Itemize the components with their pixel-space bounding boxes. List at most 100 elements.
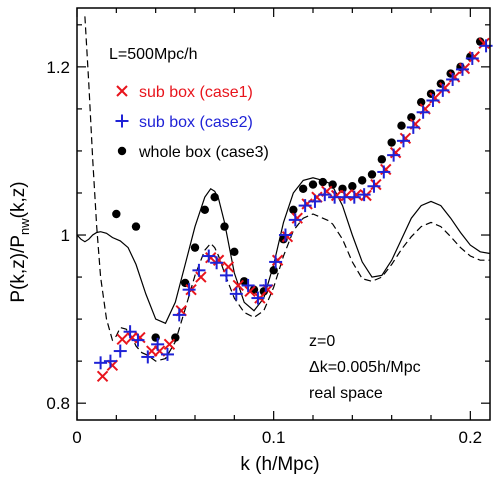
- legend-label-case1: sub box (case1): [139, 84, 253, 101]
- legend-x-marker: [116, 85, 128, 97]
- case3-point: [289, 205, 298, 214]
- y-axis-title-tail: (k,z): [8, 181, 29, 218]
- case3-point: [318, 177, 328, 187]
- x-tick-label: 0: [72, 428, 81, 447]
- case3-point: [230, 247, 239, 257]
- case1-point: [163, 338, 176, 351]
- marker-stroke: [370, 178, 382, 191]
- case2-point: [172, 308, 186, 322]
- case2-point: [367, 179, 381, 193]
- marker-stroke: [116, 333, 128, 345]
- case1-point: [468, 51, 480, 63]
- bin-width-label: Δk=0.005h/Mpc: [309, 359, 421, 376]
- case3-point: [112, 209, 121, 219]
- legend-label-case3: whole box (case3): [138, 144, 269, 161]
- marker-stroke: [281, 230, 294, 243]
- solid-theory-curve: [76, 177, 491, 325]
- case2-point: [416, 105, 430, 119]
- box-size-label: L=500Mpc/h: [109, 46, 198, 63]
- case2-point: [308, 194, 322, 208]
- case2-point: [131, 333, 145, 347]
- y-axis-title-sub: nw: [17, 218, 32, 235]
- marker-stroke: [244, 285, 256, 298]
- marker-stroke: [271, 254, 284, 266]
- y-axis-title: P(k,z)/Pnw(k,z): [8, 181, 32, 302]
- marker-stroke: [163, 338, 176, 351]
- case2-point: [160, 347, 174, 361]
- case2-point: [229, 287, 243, 301]
- case2-point: [426, 93, 440, 107]
- marker-stroke: [291, 212, 303, 224]
- case3-point: [367, 170, 377, 179]
- case2-point: [318, 188, 332, 202]
- series-case2-points: [94, 39, 493, 370]
- case3-point: [377, 155, 387, 164]
- case3-point: [200, 205, 210, 214]
- marker-stroke: [96, 370, 109, 382]
- legend-marker-case3: [117, 146, 127, 156]
- dashed-theory-curve: [84, 16, 490, 362]
- case3-point: [190, 243, 200, 252]
- case3-point: [407, 113, 416, 122]
- legend: sub box (case1) sub box (case2) whole bo…: [115, 84, 269, 161]
- dashed-curve-line: [84, 16, 490, 362]
- marker-stroke: [232, 279, 244, 292]
- case2-point: [387, 148, 401, 162]
- case2-point: [151, 337, 165, 351]
- marker-stroke: [153, 345, 166, 357]
- case1-point: [244, 285, 256, 298]
- case3-point: [210, 192, 219, 202]
- case1-point: [370, 178, 382, 191]
- y-tick-label: 0.8: [46, 394, 70, 413]
- case3-point: [131, 222, 141, 231]
- case2-point: [455, 62, 469, 76]
- y-tick-label: 1: [61, 226, 70, 245]
- case1-point: [281, 230, 294, 243]
- marker-stroke: [195, 271, 207, 283]
- case2-point: [141, 350, 155, 364]
- x-axis-title: k (h/Mpc): [240, 454, 319, 475]
- case2-point: [347, 190, 361, 204]
- case2-point: [219, 268, 233, 282]
- space-label: real space: [309, 385, 383, 402]
- legend-dot-marker: [117, 146, 127, 156]
- case2-point: [288, 213, 302, 227]
- series-case3-points: [112, 37, 485, 342]
- case2-point: [251, 291, 265, 305]
- case2-point: [396, 134, 410, 148]
- case1-point: [271, 254, 284, 266]
- case3-point: [397, 121, 406, 130]
- case2-point: [202, 249, 216, 263]
- case1-point: [195, 271, 207, 283]
- case3-point: [475, 37, 485, 46]
- case3-point: [239, 277, 249, 286]
- case2-point: [357, 188, 371, 202]
- case3-point: [220, 222, 229, 231]
- case2-point: [406, 120, 420, 134]
- case3-point: [387, 138, 396, 147]
- marker-stroke: [205, 252, 217, 264]
- case3-point: [357, 176, 367, 185]
- case2-point: [94, 356, 108, 370]
- case2-point: [436, 83, 450, 97]
- case2-point: [103, 354, 117, 368]
- case2-point: [113, 344, 127, 358]
- x-tick-label: 0.1: [262, 428, 286, 447]
- case3-point: [348, 182, 357, 191]
- case2-point: [465, 51, 479, 65]
- legend-marker-case1: [116, 85, 128, 97]
- marker-stroke: [468, 51, 480, 63]
- case1-point: [232, 279, 244, 292]
- case2-point: [241, 278, 255, 292]
- case1-point: [340, 189, 353, 202]
- case3-point: [249, 285, 259, 294]
- case1-point: [330, 189, 343, 202]
- legend-label-case2: sub box (case2): [139, 114, 253, 131]
- case2-point: [210, 256, 224, 270]
- marker-stroke: [116, 85, 128, 97]
- case2-point: [123, 325, 137, 339]
- marker-stroke: [340, 189, 353, 202]
- case2-point: [269, 255, 283, 269]
- case2-point: [182, 283, 196, 297]
- x-tick-label: 0.2: [459, 428, 483, 447]
